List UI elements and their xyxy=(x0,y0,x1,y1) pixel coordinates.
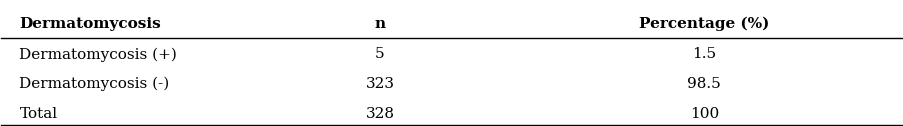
Text: Dermatomycosis (+): Dermatomycosis (+) xyxy=(19,47,177,62)
Text: 328: 328 xyxy=(365,106,394,121)
Text: 5: 5 xyxy=(375,47,385,61)
Text: 323: 323 xyxy=(365,77,394,91)
Text: n: n xyxy=(374,17,385,31)
Text: 98.5: 98.5 xyxy=(686,77,721,91)
Text: Dermatomycosis: Dermatomycosis xyxy=(19,17,161,31)
Text: 1.5: 1.5 xyxy=(692,47,715,61)
Text: Total: Total xyxy=(19,106,58,121)
Text: 100: 100 xyxy=(689,106,718,121)
Text: Percentage (%): Percentage (%) xyxy=(638,16,768,31)
Text: Dermatomycosis (-): Dermatomycosis (-) xyxy=(19,77,170,91)
